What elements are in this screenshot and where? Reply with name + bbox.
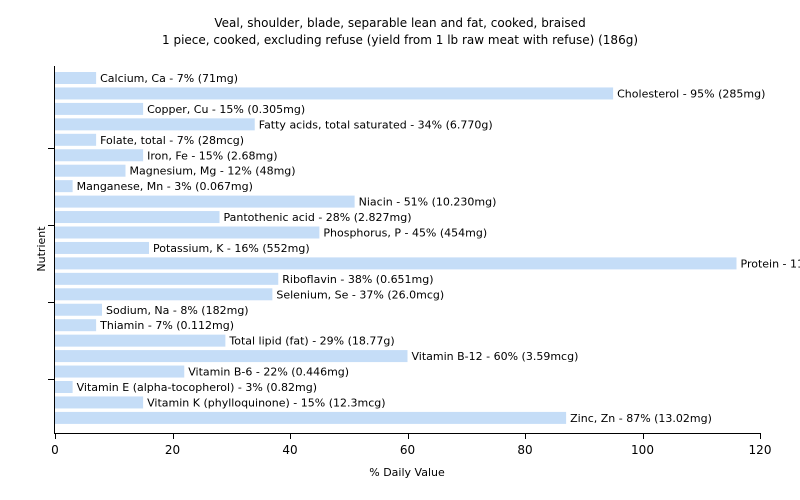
bar-iron-fe xyxy=(55,149,144,162)
bar-label-calcium-ca: Calcium, Ca - 7% (71mg) xyxy=(100,72,238,85)
bar-potassium-k xyxy=(55,241,149,254)
bar-vitamin-b-6 xyxy=(55,365,185,378)
bar-total-lipid-fat xyxy=(55,334,226,347)
bars-group: Calcium, Ca - 7% (71mg) Cholesterol - 95%… xyxy=(55,72,800,425)
bar-label-protein: Protein - 116% (58.14g) xyxy=(741,257,800,270)
bar-label-manganese-mn: Manganese, Mn - 3% (0.067mg) xyxy=(77,180,253,193)
x-tick-label: 80 xyxy=(517,443,532,457)
bar-vitamin-k-phylloquinone xyxy=(55,396,144,409)
bar-label-total-lipid-fat: Total lipid (fat) - 29% (18.77g) xyxy=(228,335,394,348)
bar-vitamin-b-12 xyxy=(55,350,408,363)
x-tick-label: 100 xyxy=(631,443,654,457)
bar-label-sodium-na: Sodium, Na - 8% (182mg) xyxy=(106,304,249,317)
bar-sodium-na xyxy=(55,303,102,316)
bar-label-riboflavin: Riboflavin - 38% (0.651mg) xyxy=(282,273,433,286)
bar-label-thiamin: Thiamin - 7% (0.112mg) xyxy=(99,319,234,332)
bar-label-vitamin-b-6: Vitamin B-6 - 22% (0.446mg) xyxy=(188,366,349,379)
axes-group xyxy=(48,66,760,434)
bar-label-fatty-acids-total-saturated: Fatty acids, total saturated - 34% (6.77… xyxy=(259,118,493,131)
bar-phosphorus-p xyxy=(55,226,320,239)
bar-pantothenic-acid xyxy=(55,211,220,224)
bar-label-zinc-zn: Zinc, Zn - 87% (13.02mg) xyxy=(570,412,712,425)
bar-label-pantothenic-acid: Pantothenic acid - 28% (2.827mg) xyxy=(224,211,412,224)
bar-cholesterol xyxy=(55,87,614,100)
bar-riboflavin xyxy=(55,272,279,285)
x-tick-label: 40 xyxy=(282,443,297,457)
bar-manganese-mn xyxy=(55,180,73,193)
chart-subtitle: 1 piece, cooked, excluding refuse (yield… xyxy=(162,33,638,47)
bar-label-potassium-k: Potassium, K - 16% (552mg) xyxy=(153,242,310,255)
bar-fatty-acids-total-saturated xyxy=(55,118,255,131)
bar-zinc-zn xyxy=(55,411,567,424)
x-tick-label: 20 xyxy=(165,443,180,457)
bar-folate-total xyxy=(55,133,97,146)
bar-label-niacin: Niacin - 51% (10.230mg) xyxy=(359,196,497,209)
bar-label-cholesterol: Cholesterol - 95% (285mg) xyxy=(617,87,765,100)
bar-label-vitamin-k-phylloquinone: Vitamin K (phylloquinone) - 15% (12.3mcg… xyxy=(147,396,385,409)
bar-copper-cu xyxy=(55,102,144,115)
y-axis-title: Nutrient xyxy=(35,226,48,272)
bar-label-vitamin-e-alpha-tocopherol: Vitamin E (alpha-tocopherol) - 3% (0.82m… xyxy=(77,381,317,394)
bar-niacin xyxy=(55,195,355,208)
chart-title: Veal, shoulder, blade, separable lean an… xyxy=(214,16,586,30)
bar-thiamin xyxy=(55,319,97,332)
bar-label-copper-cu: Copper, Cu - 15% (0.305mg) xyxy=(147,103,305,116)
x-tick-label: 60 xyxy=(400,443,415,457)
bar-label-iron-fe: Iron, Fe - 15% (2.68mg) xyxy=(147,149,277,162)
x-tick-label: 120 xyxy=(749,443,772,457)
bar-label-phosphorus-p: Phosphorus, P - 45% (454mg) xyxy=(323,227,487,240)
x-tick-label: 0 xyxy=(51,443,59,457)
bar-label-folate-total: Folate, total - 7% (28mcg) xyxy=(100,134,244,147)
bar-calcium-ca xyxy=(55,72,97,84)
x-axis-title: % Daily Value xyxy=(369,466,445,479)
bar-selenium-se xyxy=(55,288,273,301)
bar-protein xyxy=(55,257,737,270)
bar-magnesium-mg xyxy=(55,164,126,177)
bar-label-vitamin-b-12: Vitamin B-12 - 60% (3.59mcg) xyxy=(412,350,579,363)
bar-label-selenium-se: Selenium, Se - 37% (26.0mcg) xyxy=(276,288,444,301)
bar-label-magnesium-mg: Magnesium, Mg - 12% (48mg) xyxy=(130,165,296,178)
x-ticks-group: 0 20 40 60 80 100 120 xyxy=(51,433,771,457)
bar-vitamin-e-alpha-tocopherol xyxy=(55,381,73,393)
